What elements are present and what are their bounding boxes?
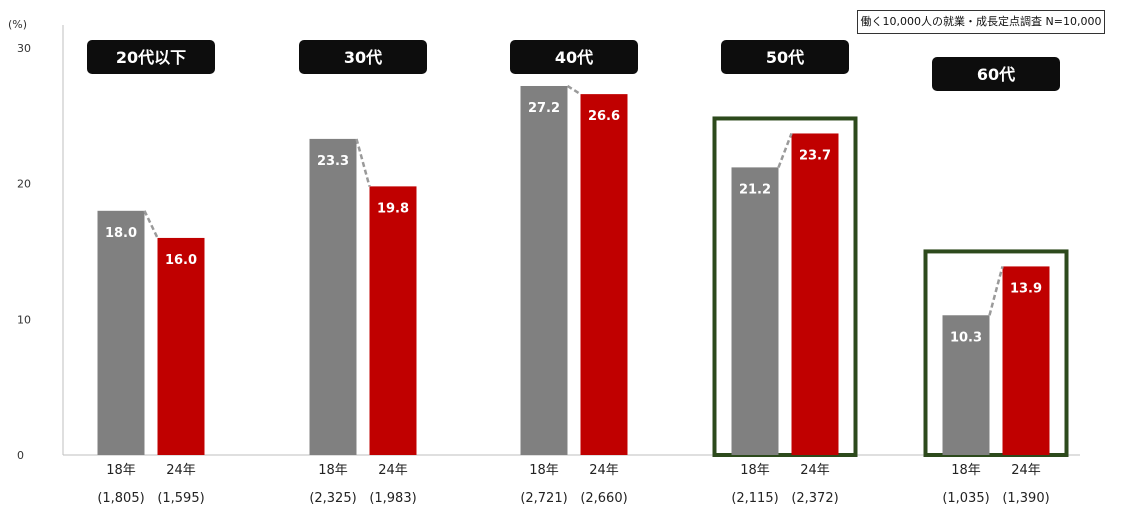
bar-18 [731,167,779,456]
sample-size-label: (1,595) [157,491,204,506]
x-tick-label: 18年 [740,463,770,478]
data-label: 13.9 [1010,281,1042,296]
sample-size-label: (1,983) [369,491,416,506]
sample-size-label: (2,325) [309,491,356,506]
group-header [932,57,1060,91]
sample-size-label: (2,372) [791,491,838,506]
trend-connector [988,266,1004,316]
bar-18 [309,138,357,455]
data-label: 10.3 [950,330,982,345]
bar-18 [520,85,568,455]
bar-24 [791,133,839,455]
x-tick-label: 24年 [166,463,196,478]
x-tick-label: 18年 [529,463,559,478]
trend-connector [143,210,159,239]
group-header [87,40,215,74]
group-header-label: 40代 [555,48,593,67]
data-label: 23.3 [317,154,349,169]
x-tick-label: 24年 [589,463,619,478]
data-label: 16.0 [165,253,197,268]
y-axis-unit-label: (%) [8,18,27,31]
sample-size-label: (1,035) [942,491,989,506]
y-tick-label: 0 [17,449,24,462]
x-tick-label: 18年 [951,463,981,478]
bar-18 [942,315,990,455]
sample-size-label: (2,660) [580,491,627,506]
data-label: 21.2 [739,182,771,197]
data-label: 26.6 [588,109,620,124]
group-header [721,40,849,74]
group-header-label: 50代 [766,48,804,67]
y-tick-label: 30 [17,42,31,55]
x-tick-label: 18年 [106,463,136,478]
group-header-label: 30代 [344,48,382,67]
x-tick-label: 24年 [800,463,830,478]
trend-connector [355,138,371,187]
highlight-box [712,116,858,457]
x-tick-label: 18年 [318,463,348,478]
bar-24 [157,237,205,455]
y-tick-label: 20 [17,178,31,191]
bar-24 [1002,266,1050,455]
data-label: 27.2 [528,101,560,116]
group-header [299,40,427,74]
trend-connector [566,84,582,96]
x-tick-label: 24年 [1011,463,1041,478]
highlight-box [923,249,1069,457]
sample-size-label: (1,390) [1002,491,1049,506]
group-header-label: 60代 [977,65,1015,84]
x-tick-label: 24年 [378,463,408,478]
group-header [510,40,638,74]
bar-24 [369,186,417,455]
sample-size-label: (2,721) [520,491,567,506]
data-label: 19.8 [377,201,409,216]
sample-size-label: (1,805) [97,491,144,506]
sample-size-label: (2,115) [731,491,778,506]
trend-connector [777,133,793,168]
group-header-label: 20代以下 [116,48,186,67]
bar-24 [580,94,628,456]
y-tick-label: 10 [17,313,31,326]
source-note: 働く10,000人の就業・成長定点調査 N=10,000 [857,10,1105,34]
bar-18 [97,210,145,455]
data-label: 18.0 [105,226,137,241]
data-label: 23.7 [799,148,831,163]
